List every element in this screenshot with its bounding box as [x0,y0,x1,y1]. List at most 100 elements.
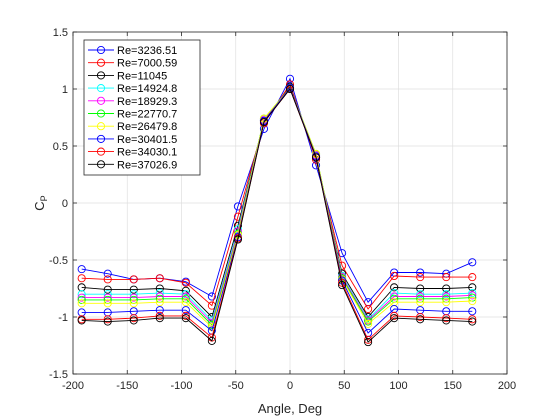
legend-item: Re=3236.51 [88,45,177,57]
data-point [364,317,373,326]
data-point [103,315,112,324]
data-point [442,273,451,282]
data-point [416,292,425,301]
data-point [468,258,477,267]
legend: Re=3236.51Re=7000.59Re=11045Re=14924.8Re… [83,39,201,176]
data-point [390,311,399,320]
legend-item: Re=18929.3 [88,96,177,108]
data-point [338,249,347,258]
data-point [442,298,451,307]
legend-label: Re=26479.8 [117,121,177,133]
x-tick-label: 0 [287,380,293,392]
data-point [77,290,86,299]
legend-label: Re=22770.7 [117,109,177,121]
x-tick-label: 100 [389,380,407,392]
data-point [129,285,138,294]
data-point [207,336,216,345]
data-point [155,314,164,323]
data-point [129,316,138,325]
data-point [181,314,190,323]
data-point [390,314,399,323]
data-point [181,278,190,287]
data-point [468,291,477,300]
data-point [77,316,86,325]
data-point [416,298,425,307]
data-point [468,289,477,298]
data-point [103,317,112,326]
data-point [338,281,347,290]
data-point [468,307,477,316]
data-point [416,312,425,322]
x-tick-label: -100 [170,380,192,392]
y-tick-label: 1.5 [53,27,68,39]
legend-swatch-marker [96,109,106,118]
data-point [181,311,190,320]
data-point [285,74,295,83]
data-point [468,317,477,326]
legend-swatch-marker [96,96,106,105]
data-point [77,293,86,302]
x-tick-label: 200 [498,380,516,392]
legend-label: Re=3236.51 [117,45,177,57]
data-point [103,299,112,308]
data-point [390,283,399,292]
data-point [207,292,216,301]
y-tick-label: -1.5 [49,369,68,381]
data-point [259,118,269,127]
data-point [77,295,86,304]
legend-label: Re=34030.1 [117,147,177,159]
series-line [81,87,473,329]
legend-swatch-marker [96,122,106,131]
legend-item: Re=22770.7 [88,109,177,121]
legend-label: Re=7000.59 [117,58,177,70]
data-point [311,161,321,170]
data-point [468,315,477,324]
legend-item: Re=26479.8 [88,121,177,133]
data-point [364,338,373,347]
y-axis-label: CP [32,195,49,210]
data-point [468,283,477,292]
legend-item: Re=14924.8 [88,83,177,95]
data-point [103,275,112,284]
data-point [77,265,86,274]
x-tick-label: 150 [444,380,462,392]
legend-swatch-marker [96,58,106,67]
data-point [181,306,190,315]
data-point [442,284,451,293]
series-10 [77,84,477,347]
y-axis-label-main: C [32,201,47,210]
data-point [468,296,477,306]
y-axis-label-subscript: P [39,195,49,201]
data-point [468,273,477,282]
series-line [81,88,473,343]
data-point [390,271,399,281]
data-point [155,274,164,283]
x-tick-label: 50 [338,380,350,392]
data-point [129,314,138,323]
legend-label: Re=37026.9 [117,159,177,171]
series-line [81,86,473,334]
data-point [103,269,112,278]
data-point [155,284,164,293]
series-layer [77,74,477,347]
y-tick-label: -0.5 [49,255,68,267]
data-point [364,304,373,314]
data-point [442,314,451,323]
y-tick-label: 1 [62,84,68,96]
x-axis-label: Angle, Deg [258,401,322,416]
data-point [77,299,86,308]
legend-swatch-marker [96,160,106,169]
data-point [442,316,451,325]
data-point [390,292,399,301]
legend-swatch-marker [96,45,106,55]
data-point [416,315,425,324]
data-point [155,292,164,301]
data-point [233,235,242,244]
data-point [155,298,164,307]
data-point [181,290,190,299]
legend-label: Re=18929.3 [117,96,177,108]
legend-item: Re=30401.5 [88,134,177,146]
data-point [416,268,425,277]
data-point [129,299,138,308]
